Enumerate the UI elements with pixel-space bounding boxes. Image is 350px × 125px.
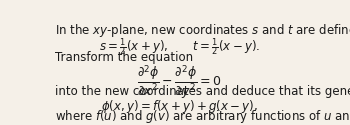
Text: $s = \frac{1}{2}(x+y), \qquad t = \frac{1}{2}(x-y).$: $s = \frac{1}{2}(x+y), \qquad t = \frac{… [99, 36, 260, 58]
Text: $\phi(x,y) = f(x+y) + g(x-y),$: $\phi(x,y) = f(x+y) + g(x-y),$ [101, 98, 258, 115]
Text: where $f(u)$ and $g(v)$ are arbitrary functions of $u$ and $v$, respectively.: where $f(u)$ and $g(v)$ are arbitrary fu… [55, 108, 350, 125]
Text: into the new coordinates and deduce that its general solution can be written: into the new coordinates and deduce that… [55, 85, 350, 98]
Text: $\dfrac{\partial^2\phi}{\partial x^2} - \dfrac{\partial^2\phi}{\partial y^2} = 0: $\dfrac{\partial^2\phi}{\partial x^2} - … [137, 63, 222, 101]
Text: In the $xy$-plane, new coordinates $s$ and $t$ are defined by: In the $xy$-plane, new coordinates $s$ a… [55, 22, 350, 39]
Text: Transform the equation: Transform the equation [55, 51, 193, 64]
